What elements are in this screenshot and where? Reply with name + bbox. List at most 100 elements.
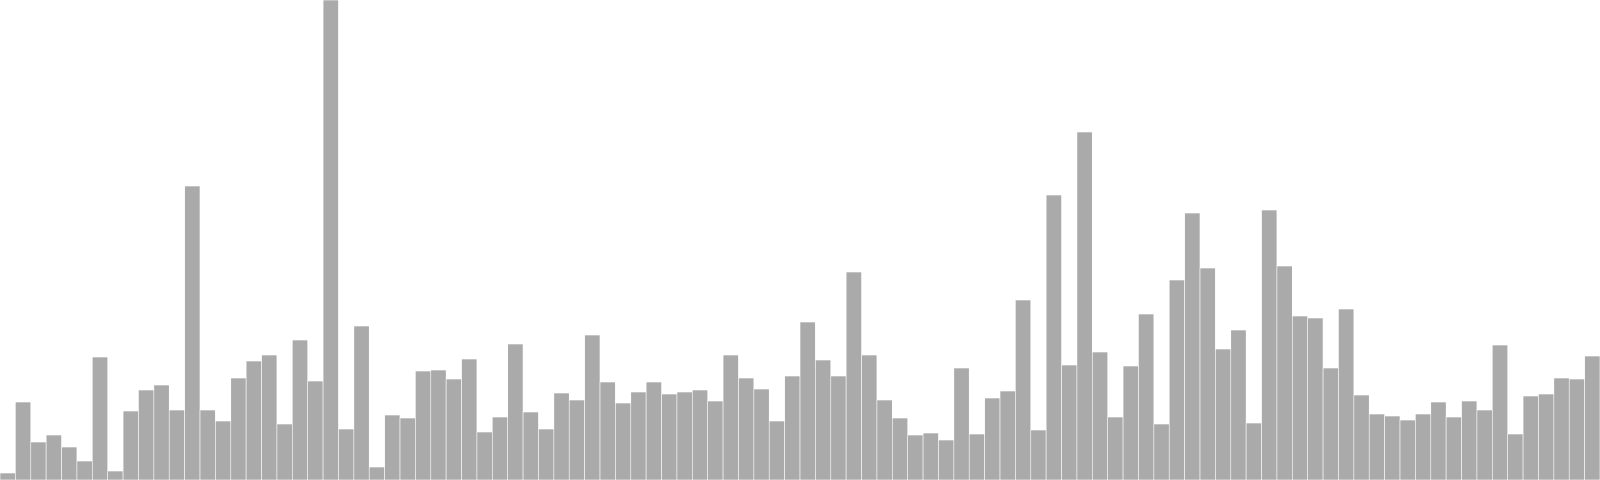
bar-6 — [92, 356, 108, 480]
bar-24 — [368, 466, 385, 480]
bar-102 — [1568, 378, 1585, 480]
bar-14 — [215, 420, 232, 480]
bar-94 — [1445, 416, 1462, 480]
bar-71 — [1092, 351, 1108, 480]
bar-77 — [1184, 212, 1201, 480]
bar-53 — [815, 359, 832, 480]
bar-81 — [1245, 422, 1262, 480]
bar-26 — [399, 417, 416, 480]
bar-38 — [584, 334, 601, 480]
bar-65 — [999, 390, 1016, 480]
bar-103 — [1584, 355, 1600, 480]
bar-54 — [830, 375, 847, 480]
bar-84 — [1292, 315, 1308, 480]
bar-55 — [845, 271, 862, 480]
bar-40 — [615, 402, 632, 480]
bar-98 — [1507, 433, 1524, 480]
bar-67 — [1030, 429, 1047, 480]
bar-60 — [922, 432, 939, 480]
bar-28 — [430, 369, 447, 480]
bar-0 — [0, 472, 16, 480]
bar-23 — [353, 325, 370, 480]
bar-82 — [1261, 209, 1278, 480]
bar-12 — [184, 185, 201, 480]
bar-3 — [45, 434, 62, 480]
bar-70 — [1076, 131, 1093, 480]
bar-88 — [1353, 394, 1370, 480]
bar-11 — [168, 409, 185, 480]
bar-91 — [1399, 419, 1416, 480]
bar-13 — [199, 409, 216, 480]
bar-32 — [492, 416, 508, 480]
bar-100 — [1538, 393, 1555, 480]
bar-93 — [1430, 401, 1447, 480]
bar-47 — [722, 354, 739, 480]
bar-39 — [599, 381, 616, 480]
bar-8 — [122, 410, 139, 480]
bar-18 — [276, 423, 293, 480]
bar-92 — [1415, 413, 1432, 480]
bar-2 — [30, 441, 47, 480]
bar-66 — [1015, 299, 1032, 480]
bar-29 — [445, 378, 462, 480]
bar-64 — [984, 397, 1001, 480]
bar-25 — [384, 414, 401, 480]
bar-34 — [522, 411, 539, 480]
bar-7 — [107, 470, 124, 480]
bar-62 — [953, 367, 970, 480]
bar-35 — [538, 428, 555, 480]
bar-45 — [692, 389, 708, 480]
bar-27 — [415, 370, 432, 480]
bar-56 — [861, 354, 878, 480]
bar-44 — [676, 391, 693, 480]
bar-15 — [230, 377, 247, 480]
bar-75 — [1153, 423, 1170, 480]
bar-17 — [261, 354, 278, 480]
bar-85 — [1307, 317, 1324, 480]
bar-97 — [1492, 344, 1508, 480]
bar-48 — [738, 377, 755, 480]
bar-9 — [138, 389, 155, 480]
bar-33 — [507, 343, 524, 480]
bar-57 — [876, 399, 893, 480]
bar-69 — [1061, 364, 1078, 480]
bar-43 — [661, 393, 678, 480]
bar-52 — [799, 321, 816, 480]
bar-76 — [1168, 279, 1185, 480]
bar-42 — [645, 381, 662, 480]
bar-61 — [938, 439, 955, 480]
bar-10 — [153, 384, 170, 480]
bar-74 — [1138, 313, 1155, 480]
bar-19 — [292, 339, 308, 480]
bar-21 — [322, 0, 339, 480]
bar-95 — [1461, 400, 1478, 480]
bar-41 — [630, 391, 647, 480]
bar-87 — [1338, 308, 1355, 480]
bar-50 — [768, 420, 785, 480]
bar-89 — [1368, 413, 1385, 480]
bar-59 — [907, 434, 924, 480]
bar-83 — [1276, 265, 1293, 480]
bar-63 — [968, 433, 985, 480]
bar-31 — [476, 431, 493, 480]
bar-72 — [1107, 416, 1124, 480]
bar-16 — [245, 360, 262, 480]
bar-86 — [1322, 367, 1339, 480]
bar-68 — [1045, 194, 1062, 480]
bar-37 — [568, 399, 585, 480]
bar-4 — [61, 446, 78, 480]
bar-36 — [553, 392, 570, 480]
bar-78 — [1199, 267, 1216, 480]
bar-58 — [892, 417, 908, 480]
bar-96 — [1476, 409, 1493, 480]
bar-90 — [1384, 415, 1401, 480]
bar-73 — [1122, 365, 1139, 480]
bar-80 — [1230, 329, 1247, 480]
bar-79 — [1215, 348, 1232, 480]
bar-1 — [15, 401, 32, 480]
bar-22 — [338, 428, 355, 480]
bar-46 — [707, 400, 724, 480]
bar-20 — [307, 380, 324, 480]
